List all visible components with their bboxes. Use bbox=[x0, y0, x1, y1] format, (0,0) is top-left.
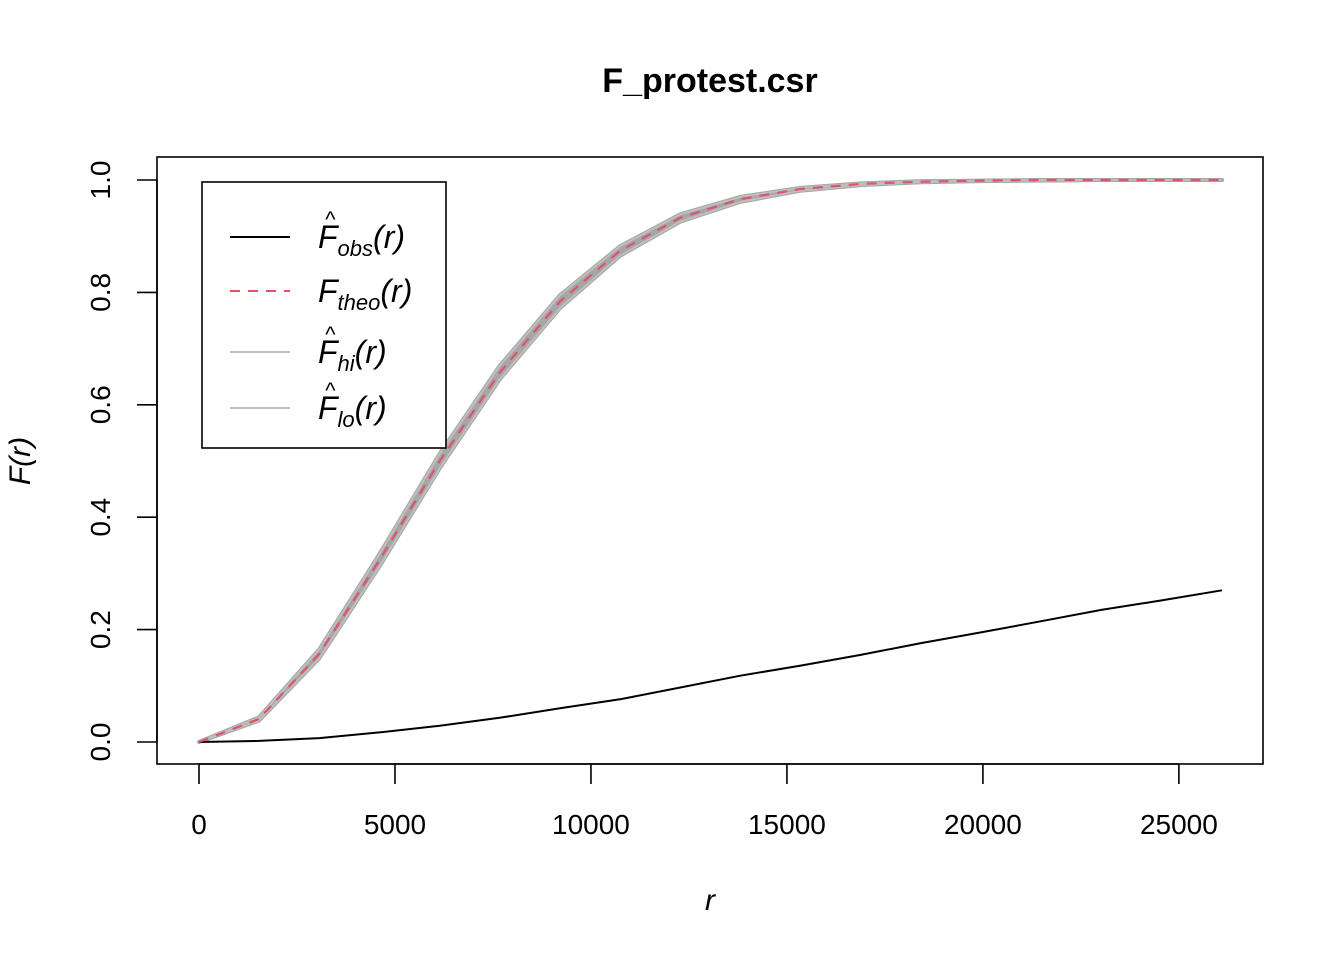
legend-box bbox=[201, 181, 447, 449]
legend-label-hi: Fhi(r) bbox=[318, 334, 387, 376]
x-axis-label: r bbox=[705, 884, 716, 917]
x-tick-label: 10000 bbox=[552, 809, 630, 840]
legend-hat-hi: ^ bbox=[325, 322, 336, 347]
y-axis: 0.0 0.2 0.4 0.6 0.8 1.0 bbox=[85, 161, 158, 762]
legend-hat-obs: ^ bbox=[325, 207, 336, 232]
y-tick-label: 0.4 bbox=[85, 498, 116, 537]
series-line-obs bbox=[198, 589, 1223, 743]
y-tick-label: 0.6 bbox=[85, 385, 116, 424]
y-tick-label: 0.0 bbox=[85, 723, 116, 762]
x-tick-label: 15000 bbox=[748, 809, 826, 840]
y-tick-label: 0.2 bbox=[85, 610, 116, 649]
legend-label-theo: Ftheo(r) bbox=[318, 273, 412, 315]
y-axis-label: F(r) bbox=[4, 437, 37, 485]
series-layer bbox=[198, 178, 1223, 744]
y-tick-label: 0.8 bbox=[85, 273, 116, 312]
legend-label-obs: Fobs(r) bbox=[318, 219, 405, 261]
chart-title: F_protest.csr bbox=[602, 62, 817, 100]
x-axis: 0 5000 10000 15000 20000 25000 bbox=[191, 763, 1218, 840]
legend-hat-lo: ^ bbox=[325, 378, 336, 403]
legend: Fobs(r)^Ftheo(r)Fhi(r)^Flo(r)^ bbox=[201, 181, 447, 449]
series-line-theo bbox=[198, 178, 1222, 744]
x-tick-label: 5000 bbox=[364, 809, 426, 840]
legend-label-lo: Flo(r) bbox=[318, 390, 387, 432]
y-tick-label: 1.0 bbox=[85, 161, 116, 200]
x-tick-label: 0 bbox=[191, 809, 207, 840]
x-tick-label: 20000 bbox=[944, 809, 1022, 840]
x-tick-label: 25000 bbox=[1140, 809, 1218, 840]
